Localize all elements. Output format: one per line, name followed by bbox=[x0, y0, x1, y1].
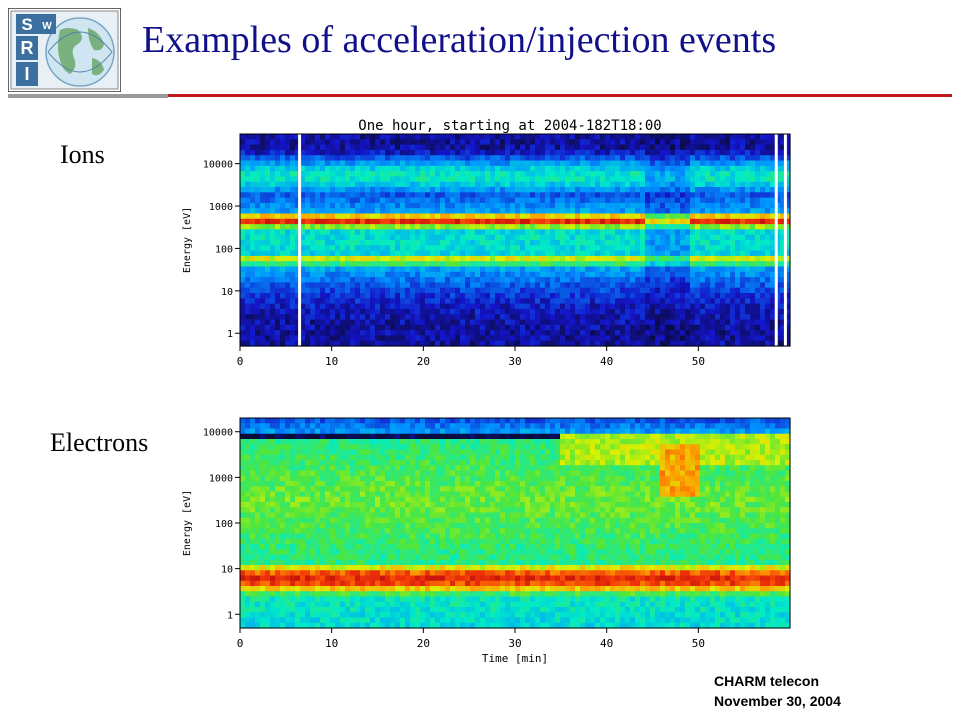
svg-text:W: W bbox=[42, 21, 52, 32]
y-tick-label: 1 bbox=[227, 329, 233, 340]
y-axis-label: Energy [eV] bbox=[182, 490, 193, 556]
footer-date: November 30, 2004 bbox=[714, 693, 841, 709]
x-tick-label: 10 bbox=[325, 637, 338, 650]
y-tick-label: 10000 bbox=[203, 428, 233, 439]
title-divider bbox=[8, 94, 952, 98]
x-tick-label: 20 bbox=[417, 637, 430, 650]
x-tick-label: 50 bbox=[692, 355, 705, 368]
y-tick-label: 100 bbox=[215, 519, 233, 530]
svg-text:I: I bbox=[24, 64, 29, 84]
y-tick-label: 10000 bbox=[203, 160, 233, 171]
page-title: Examples of acceleration/injection event… bbox=[142, 19, 777, 61]
svg-text:S: S bbox=[21, 15, 32, 34]
ion-spectrogram: One hour, starting at 2004-182T18:00 0 10… bbox=[182, 118, 791, 368]
y-tick-label: 1000 bbox=[209, 202, 233, 213]
globe-icon bbox=[45, 17, 115, 87]
x-tick-label: 20 bbox=[417, 355, 430, 368]
y-tick-label: 1 bbox=[227, 610, 233, 621]
electron-spectrogram: 0 10 20 30 40 50 1 10 100 1000 10000 Energy [eV] Tim… bbox=[182, 417, 791, 664]
x-tick-label: 40 bbox=[600, 637, 613, 650]
swri-logo: S W R I bbox=[8, 8, 121, 92]
x-tick-label: 0 bbox=[237, 355, 244, 368]
svg-text:R: R bbox=[21, 38, 34, 58]
x-tick-label: 40 bbox=[600, 355, 613, 368]
x-tick-label: 10 bbox=[325, 355, 338, 368]
x-tick-label: 0 bbox=[237, 637, 244, 650]
chart-title: One hour, starting at 2004-182T18:00 bbox=[358, 118, 661, 134]
x-tick-label: 30 bbox=[508, 355, 521, 368]
electrons-label: Electrons bbox=[50, 428, 149, 457]
x-axis-label: Time [min] bbox=[482, 652, 548, 664]
y-axis-label: Energy [eV] bbox=[182, 207, 193, 273]
y-tick-label: 10 bbox=[221, 287, 233, 298]
y-tick-label: 100 bbox=[215, 244, 233, 255]
footer-event: CHARM telecon bbox=[714, 673, 820, 689]
footer: CHARM telecon November 30, 2004 bbox=[714, 671, 841, 711]
x-tick-label: 50 bbox=[692, 637, 705, 650]
y-tick-label: 10 bbox=[221, 565, 233, 576]
ions-label: Ions bbox=[60, 140, 105, 169]
x-tick-label: 30 bbox=[508, 637, 521, 650]
y-tick-label: 1000 bbox=[209, 473, 233, 484]
